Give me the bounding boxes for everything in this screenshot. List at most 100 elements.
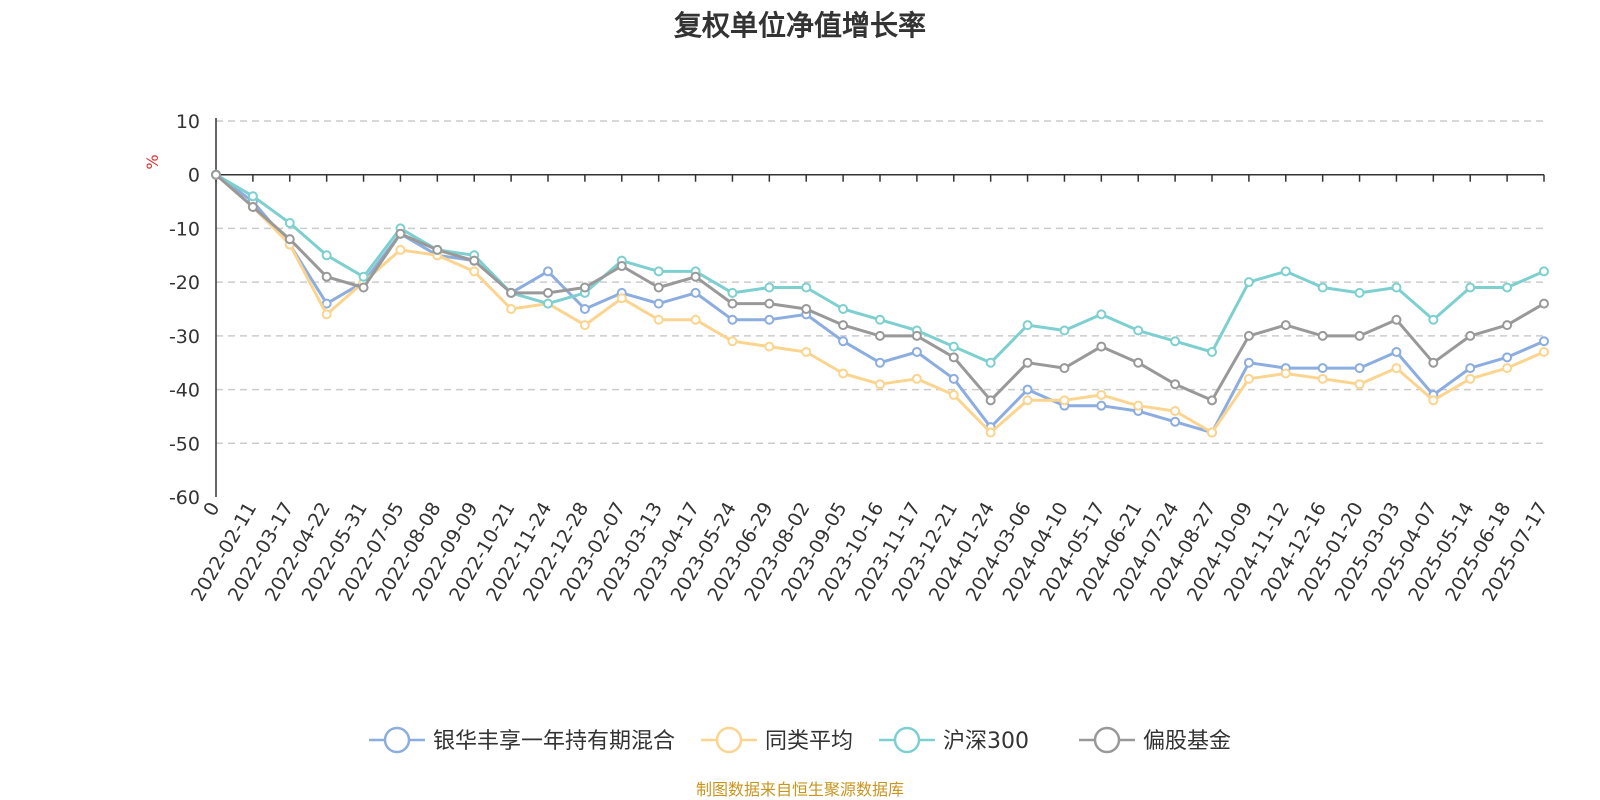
data-point <box>838 304 849 314</box>
data-point <box>1207 427 1217 438</box>
data-point <box>764 282 775 293</box>
data-point <box>875 357 885 368</box>
data-point <box>948 373 959 384</box>
data-point <box>653 282 664 293</box>
data-point <box>432 244 443 255</box>
data-point <box>1391 363 1402 374</box>
data-point <box>1096 400 1107 411</box>
data-point <box>727 298 738 309</box>
data-point <box>469 255 480 266</box>
data-point <box>543 266 553 277</box>
data-point <box>395 244 406 255</box>
data-point <box>1022 320 1033 331</box>
x-tick-label: 0 <box>199 499 224 520</box>
data-point <box>1428 314 1439 325</box>
data-point <box>1539 336 1549 347</box>
y-axis-label: % <box>143 154 162 169</box>
data-point <box>911 346 922 357</box>
data-point <box>616 261 627 272</box>
data-point <box>469 266 480 277</box>
legend: 银华丰享一年持有期混合 同类平均 沪深300 偏股基金 <box>369 726 1231 754</box>
data-point <box>911 330 922 341</box>
legend-label: 银华丰享一年持有期混合 <box>433 729 675 754</box>
data-point <box>1207 346 1217 357</box>
data-point <box>358 282 369 293</box>
source-note: 制图数据来自恒生聚源数据库 <box>695 780 904 799</box>
data-point <box>727 314 738 325</box>
data-point <box>1022 357 1033 368</box>
data-point <box>948 352 959 363</box>
data-point <box>801 282 812 293</box>
data-point <box>838 336 849 347</box>
data-point <box>1465 282 1476 293</box>
data-point <box>1170 416 1181 427</box>
data-point <box>1428 357 1439 368</box>
legend-marker <box>893 726 921 754</box>
data-point <box>1391 282 1402 293</box>
data-point <box>801 304 812 314</box>
data-point <box>948 341 959 352</box>
data-point <box>1243 330 1254 341</box>
data-point <box>875 379 885 390</box>
data-point <box>579 282 590 293</box>
data-point <box>1096 309 1107 320</box>
data-point <box>1207 395 1217 406</box>
data-point <box>616 293 627 304</box>
data-point <box>1354 363 1365 374</box>
data-point <box>1170 379 1181 390</box>
data-point <box>543 298 553 309</box>
data-point <box>1022 384 1033 395</box>
data-point <box>1170 406 1181 417</box>
data-point <box>1539 346 1549 357</box>
y-tick-label: -40 <box>169 380 200 402</box>
data-point <box>838 320 849 331</box>
data-point <box>1354 287 1365 298</box>
y-tick-label: -60 <box>169 487 200 509</box>
data-point <box>690 271 701 282</box>
data-point <box>653 266 664 277</box>
data-point <box>1059 363 1070 374</box>
data-point <box>284 218 295 229</box>
data-point <box>1096 341 1107 352</box>
data-point <box>1243 373 1254 384</box>
legend-label: 偏股基金 <box>1143 729 1231 754</box>
y-tick-label: 10 <box>176 111 200 133</box>
data-point <box>1133 400 1144 411</box>
data-point <box>321 271 332 282</box>
data-point <box>1428 395 1439 406</box>
grid-lines <box>216 120 1544 445</box>
data-point <box>1502 282 1513 293</box>
data-point <box>1502 363 1513 374</box>
y-tick-label: -50 <box>169 433 200 455</box>
data-point <box>764 298 775 309</box>
series-line-1 <box>214 173 1546 434</box>
data-point <box>1317 373 1328 384</box>
data-point <box>911 373 922 384</box>
data-point <box>1170 336 1181 347</box>
data-point <box>284 234 295 245</box>
y-tick-label: 0 <box>188 165 200 187</box>
data-point <box>1022 395 1033 406</box>
data-point <box>764 314 775 325</box>
data-point <box>727 336 738 347</box>
chart-title: 复权单位净值增长率 <box>673 9 926 42</box>
data-point <box>247 191 258 202</box>
data-point <box>1243 357 1254 368</box>
data-point <box>690 314 701 325</box>
data-point <box>875 330 885 341</box>
data-point <box>985 357 996 368</box>
data-point <box>801 346 812 357</box>
legend-marker <box>715 726 743 754</box>
data-point <box>653 298 664 309</box>
data-point <box>1059 395 1070 406</box>
data-point <box>875 314 885 325</box>
axes: 100-10-20-30-40-50-60%02022-02-112022-03… <box>143 111 1552 605</box>
data-point <box>948 389 959 400</box>
data-point <box>247 201 258 212</box>
data-point <box>985 395 996 406</box>
data-point <box>579 320 590 331</box>
legend-label: 沪深300 <box>943 729 1029 754</box>
data-point <box>1317 330 1328 341</box>
data-point <box>358 271 369 282</box>
